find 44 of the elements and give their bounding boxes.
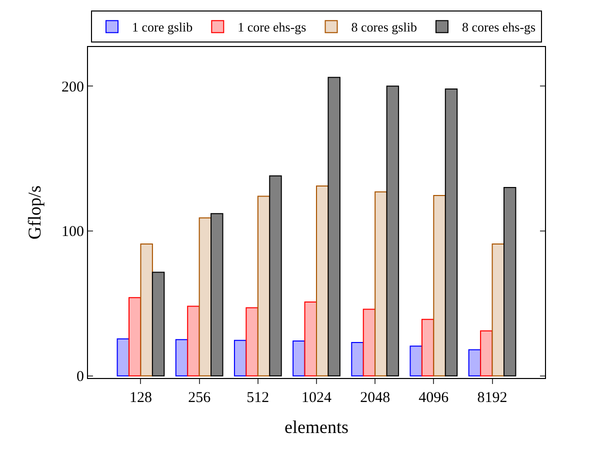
bar — [328, 76, 340, 376]
bar — [480, 330, 493, 376]
y-axis-title: Gflop/s — [24, 186, 45, 240]
bar — [198, 217, 212, 376]
bar — [140, 244, 153, 376]
bar — [492, 244, 504, 376]
bar — [304, 301, 317, 376]
bar — [269, 175, 282, 376]
y-tick-label: 0 — [76, 369, 84, 386]
legend-label: 1 core ehs-gs — [238, 20, 306, 35]
bar — [234, 340, 247, 376]
bar — [128, 297, 142, 376]
bar — [468, 349, 482, 376]
x-tick-label: 1024 — [302, 390, 332, 406]
bar — [175, 339, 188, 376]
x-tick-label: 2048 — [360, 390, 390, 406]
y-tick-label: 100 — [62, 224, 84, 240]
bar — [116, 338, 130, 376]
bar — [386, 86, 400, 376]
x-axis-title: elements — [284, 417, 348, 438]
bar — [503, 187, 516, 376]
legend-label: 8 cores ehs-gs — [462, 20, 536, 35]
bar — [210, 213, 224, 376]
bar — [351, 342, 364, 376]
x-tick-label: 256 — [188, 390, 212, 406]
bar — [362, 308, 376, 376]
x-tick-label: 128 — [129, 390, 152, 406]
legend-label: 8 cores gslib — [351, 20, 417, 35]
x-tick-label: 512 — [246, 390, 270, 406]
bar — [316, 186, 329, 376]
y-tick-label: 200 — [62, 79, 84, 96]
bar — [152, 272, 165, 376]
x-tick-label: 4096 — [418, 390, 450, 406]
bar — [433, 194, 446, 376]
bar — [374, 191, 388, 376]
legend-label: 1 core gslib — [132, 20, 193, 35]
bar — [444, 88, 458, 376]
bar — [246, 307, 258, 376]
x-tick-label: 8192 — [477, 390, 508, 406]
bar — [421, 318, 434, 376]
bar — [257, 196, 270, 376]
bar — [292, 340, 306, 376]
bar — [410, 346, 422, 376]
bar — [187, 306, 200, 376]
